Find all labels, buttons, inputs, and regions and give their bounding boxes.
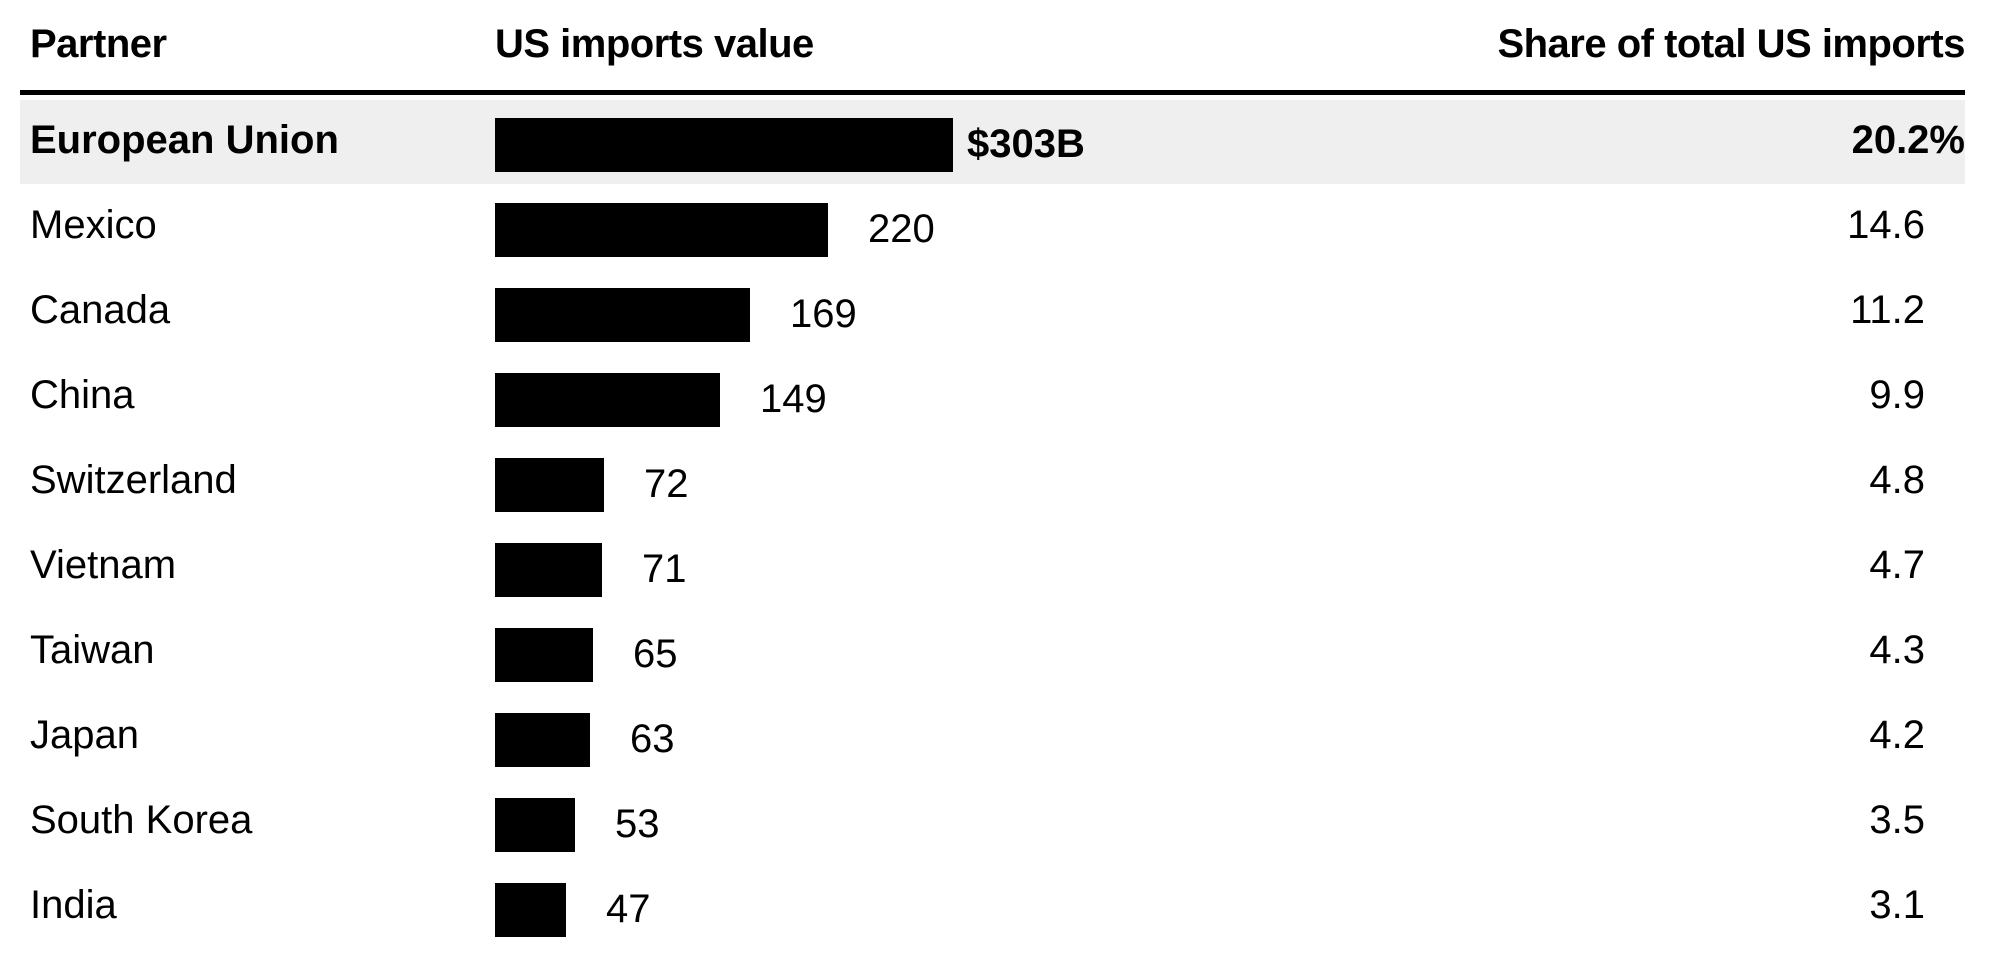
partner-name: Vietnam <box>30 543 177 587</box>
share-column-header: Share of total US imports <box>1497 22 1965 66</box>
import-value-bar <box>495 203 828 257</box>
import-share-value: 11.2 <box>1850 288 1925 332</box>
table-row: European Union $303B 20.2% <box>20 100 1965 184</box>
import-value-bar <box>495 543 602 597</box>
import-value-bar <box>495 458 604 512</box>
import-value-bar <box>495 713 590 767</box>
import-share-value: 4.7 <box>1869 543 1925 587</box>
import-value-bar <box>495 118 953 172</box>
import-share-value: 14.6 <box>1847 203 1925 247</box>
table-row: Japan 63 4.2 <box>20 695 1965 779</box>
partner-name: India <box>30 883 117 927</box>
partner-name: Switzerland <box>30 458 237 502</box>
table-row: India 47 3.1 <box>20 865 1965 949</box>
import-value-label: 65 <box>633 632 678 676</box>
import-share-value: 9.9 <box>1869 373 1925 417</box>
import-value-label: 63 <box>630 717 675 761</box>
partner-name: Mexico <box>30 203 157 247</box>
import-share-value: 4.2 <box>1869 713 1925 757</box>
value-column-header: US imports value <box>495 22 814 66</box>
import-value-bar <box>495 798 575 852</box>
table-row: Canada 169 11.2 <box>20 270 1965 354</box>
header-rule <box>20 90 1965 95</box>
partner-name: Japan <box>30 713 139 757</box>
import-value-label: 72 <box>644 462 689 506</box>
partner-name: Taiwan <box>30 628 155 672</box>
import-value-label: 220 <box>868 207 935 251</box>
import-value-label: $303B <box>967 122 1085 166</box>
table-row: South Korea 53 3.5 <box>20 780 1965 864</box>
partner-name: China <box>30 373 135 417</box>
import-share-value: 4.8 <box>1869 458 1925 502</box>
table-row: Mexico 220 14.6 <box>20 185 1965 269</box>
import-value-label: 53 <box>615 802 660 846</box>
table-header: Partner US imports value Share of total … <box>0 0 2000 95</box>
table-row: Switzerland 72 4.8 <box>20 440 1965 524</box>
import-value-label: 169 <box>790 292 857 336</box>
table-row: China 149 9.9 <box>20 355 1965 439</box>
partner-name: European Union <box>30 118 339 162</box>
partner-column-header: Partner <box>30 22 167 66</box>
import-value-label: 149 <box>760 377 827 421</box>
import-value-bar <box>495 628 593 682</box>
import-value-bar <box>495 288 750 342</box>
import-share-value: 4.3 <box>1869 628 1925 672</box>
partner-name: Canada <box>30 288 171 332</box>
import-value-label: 71 <box>642 547 687 591</box>
import-value-bar <box>495 883 566 937</box>
partner-name: South Korea <box>30 798 253 842</box>
import-value-label: 47 <box>606 887 651 931</box>
table-row: Vietnam 71 4.7 <box>20 525 1965 609</box>
import-value-bar <box>495 373 720 427</box>
import-share-value: 20.2% <box>1851 118 1965 162</box>
table-row: Taiwan 65 4.3 <box>20 610 1965 694</box>
import-share-value: 3.5 <box>1869 798 1925 842</box>
import-share-value: 3.1 <box>1869 883 1925 927</box>
